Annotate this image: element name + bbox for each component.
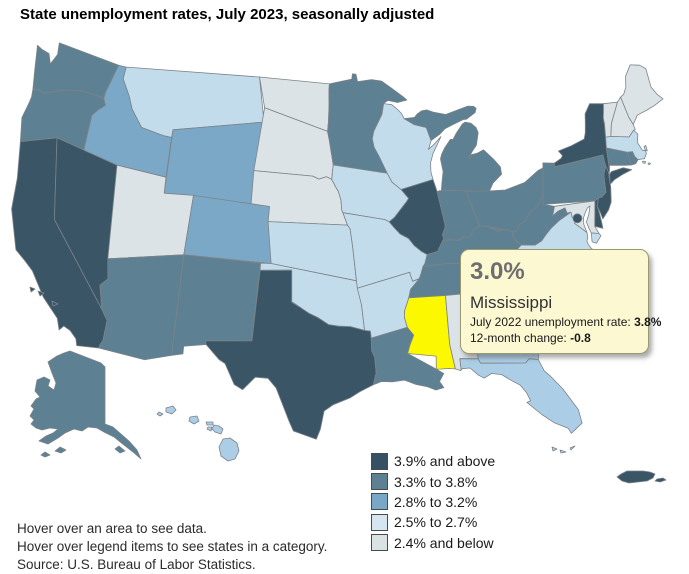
map-legend: 3.9% and above 3.3% to 3.8% 2.8% to 3.2%… (371, 451, 495, 553)
puerto-rico-inset (616, 470, 667, 484)
state-wy[interactable] (163, 121, 265, 205)
alaska-inset (29, 350, 142, 460)
state-ny-long-island[interactable] (609, 167, 633, 184)
legend-item[interactable]: 2.5% to 2.7% (371, 512, 495, 532)
tooltip-prior-rate-value: 3.8% (634, 315, 662, 329)
state-hi-island[interactable] (206, 426, 213, 432)
states-conus (11, 42, 664, 454)
footer-hint-hover: Hover over an area to see data. (17, 521, 207, 536)
legend-label: 3.9% and above (394, 453, 496, 470)
state-ak-island[interactable] (40, 451, 51, 458)
map-tooltip: 3.0% Mississippi July 2022 unemployment … (460, 249, 661, 354)
state-ma-nantucket[interactable] (647, 162, 651, 165)
state-ak[interactable] (29, 350, 142, 460)
state-pr[interactable] (616, 470, 656, 484)
state-hi-island[interactable] (165, 405, 177, 415)
legend-label: 2.8% to 3.2% (394, 493, 478, 510)
legend-item[interactable]: 3.3% to 3.8% (371, 471, 495, 491)
state-co[interactable] (183, 195, 272, 264)
page-title: State unemployment rates, July 2023, sea… (20, 6, 435, 23)
footer-hint-legend: Hover over legend items to see states in… (17, 539, 328, 554)
state-me[interactable] (620, 64, 664, 125)
footer-source: Source: U.S. Bureau of Labor Statistics. (17, 557, 256, 572)
tooltip-prior-rate: July 2022 unemployment rate: 3.8% (470, 315, 661, 329)
legend-item[interactable]: 2.8% to 3.2% (371, 492, 495, 512)
legend-item[interactable]: 2.4% and below (371, 533, 495, 553)
state-ak-island[interactable] (114, 445, 126, 454)
state-hi-island[interactable] (205, 421, 214, 426)
legend-swatch (371, 493, 388, 511)
state-ma-marthas-vineyard[interactable] (642, 160, 646, 164)
state-hi-island[interactable] (211, 424, 224, 435)
tooltip-rate: 3.0% (470, 258, 525, 285)
state-pr-island[interactable] (654, 477, 667, 483)
legend-label: 2.5% to 2.7% (394, 514, 478, 531)
state-az[interactable] (98, 254, 185, 361)
state-mt[interactable] (122, 66, 265, 138)
legend-swatch (371, 534, 388, 552)
state-nm[interactable] (171, 254, 261, 356)
state-fl[interactable] (459, 358, 583, 434)
state-hi-island[interactable] (218, 437, 240, 462)
state-mi-upper-peninsula[interactable] (403, 105, 477, 141)
state-fl-keys-island[interactable] (559, 449, 567, 454)
state-ca-channel-island[interactable] (29, 286, 36, 293)
tooltip-change-value: -0.8 (570, 331, 591, 345)
state-tx[interactable] (205, 269, 377, 440)
legend-swatch (371, 473, 388, 491)
legend-label: 2.4% and below (394, 534, 494, 551)
state-mi[interactable] (440, 121, 502, 192)
hawaii-inset (156, 405, 240, 462)
state-ca-channel-island[interactable] (51, 300, 59, 307)
tooltip-change: 12-month change: -0.8 (470, 331, 648, 345)
state-wa[interactable] (32, 42, 120, 99)
state-dc-marker[interactable] (572, 213, 583, 224)
state-fl-keys-island[interactable] (569, 445, 576, 451)
state-fl-keys-island[interactable] (551, 446, 558, 452)
state-va-eastern-shore[interactable] (590, 232, 602, 244)
tooltip-prior-rate-label: July 2022 unemployment rate: (470, 315, 635, 329)
footer-notes: Hover over an area to see data. Hover ov… (17, 520, 327, 574)
legend-item[interactable]: 3.9% and above (371, 451, 495, 471)
state-hi-island[interactable] (156, 411, 164, 417)
legend-swatch (371, 513, 388, 531)
state-ca-channel-island[interactable] (37, 290, 45, 297)
legend-swatch (371, 452, 388, 470)
state-hi-island[interactable] (188, 415, 200, 425)
state-ak-island[interactable] (54, 446, 67, 454)
tooltip-state-name: Mississippi (470, 293, 553, 312)
tooltip-change-label: 12-month change: (470, 331, 571, 345)
legend-label: 3.3% to 3.8% (394, 473, 478, 490)
